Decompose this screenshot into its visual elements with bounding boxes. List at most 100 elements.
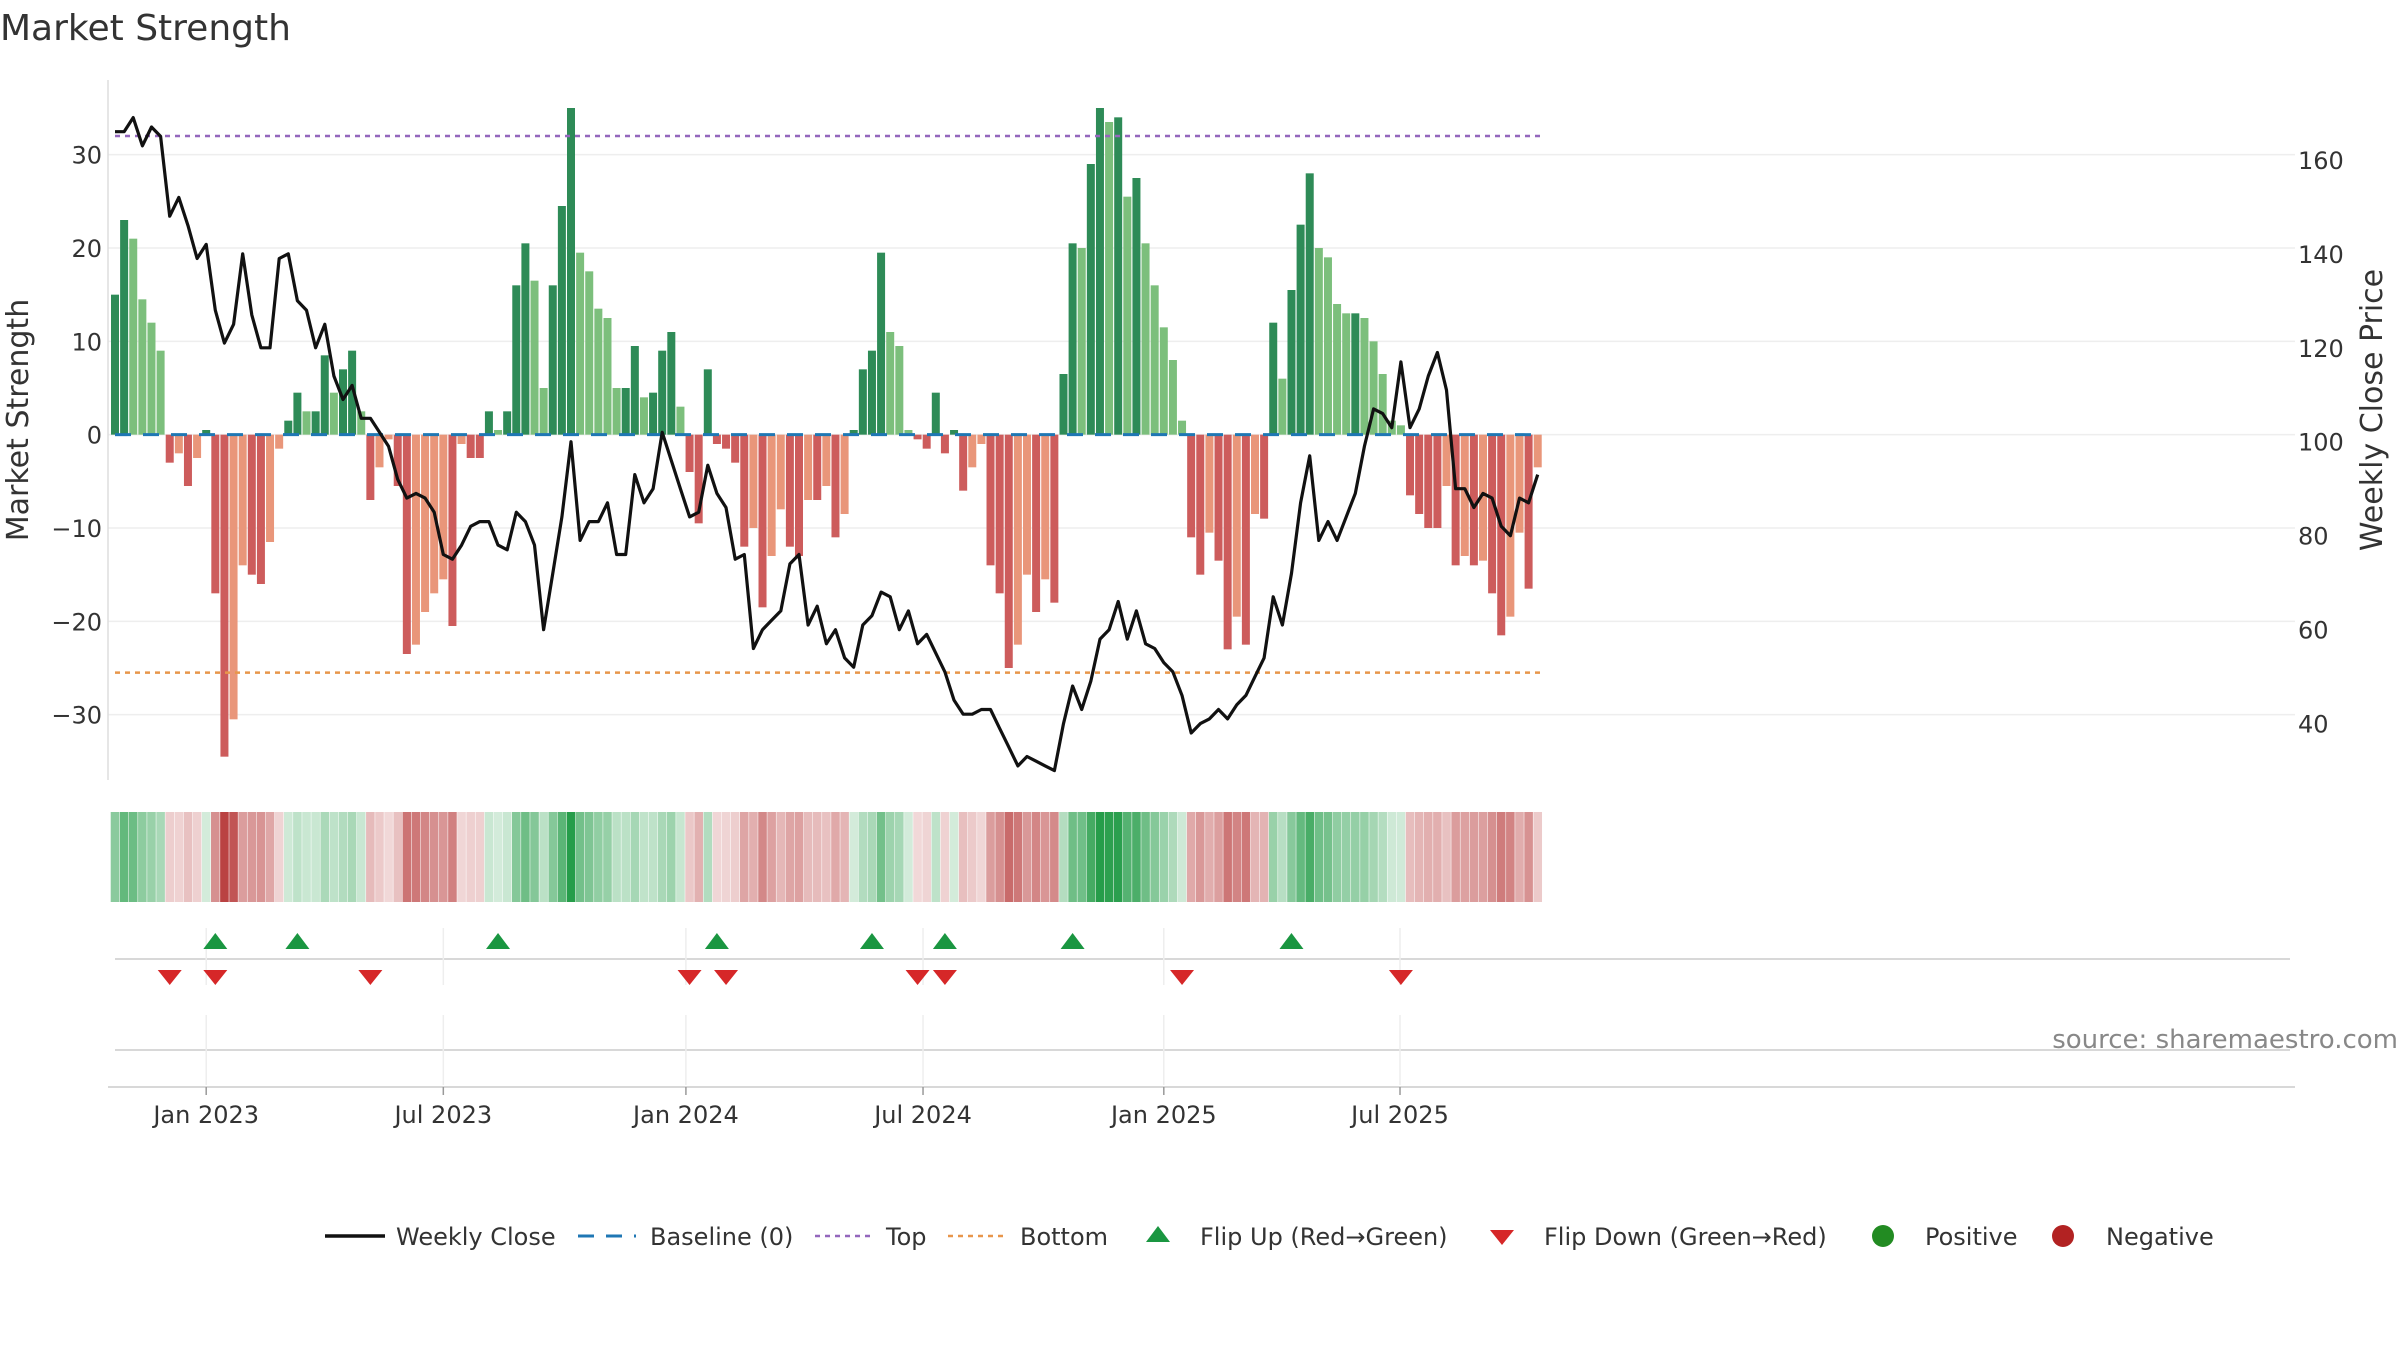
heat-cell — [1205, 812, 1214, 902]
heat-cell — [393, 812, 403, 902]
strength-bar — [795, 434, 803, 556]
weekly-close-line — [115, 115, 1540, 773]
heat-cell — [466, 812, 475, 902]
strength-bar — [1168, 360, 1177, 435]
strength-bar — [1150, 285, 1159, 435]
strength-bar — [1232, 434, 1241, 617]
strength-bar — [1442, 434, 1451, 486]
strength-bar — [311, 411, 320, 435]
strength-bar — [457, 434, 466, 444]
flip-down-icon — [932, 970, 957, 985]
x-tick-label: Jan 2023 — [151, 1101, 259, 1129]
flip-up-icon — [932, 933, 957, 949]
strength-bar — [813, 434, 822, 500]
x-tick-label: Jan 2025 — [1109, 1101, 1217, 1129]
strength-bar — [494, 430, 503, 435]
heat-cell — [1195, 812, 1205, 902]
strength-bar — [804, 434, 813, 500]
heat-cell — [557, 812, 567, 902]
flip-down-icon — [157, 970, 182, 985]
legend-label: Positive — [1925, 1223, 2018, 1251]
strength-bar — [193, 434, 202, 458]
heat-cell — [639, 812, 649, 902]
strength-bar — [1305, 173, 1314, 435]
heat-cell — [375, 812, 384, 902]
heat-cell — [1287, 812, 1296, 902]
flip-up-icon — [704, 933, 729, 949]
strength-bar — [1342, 313, 1351, 435]
strength-bar — [357, 411, 366, 435]
heat-cell — [584, 812, 594, 902]
heat-cell — [1332, 812, 1342, 902]
heat-cell — [147, 812, 156, 902]
heat-cell — [712, 812, 722, 902]
heat-cell — [429, 812, 439, 902]
heat-cell — [594, 812, 603, 902]
heat-cell — [657, 812, 667, 902]
heat-cell — [612, 812, 621, 902]
y-tick-label: 10 — [71, 328, 102, 356]
heat-cell — [1487, 812, 1497, 902]
heat-cell — [138, 812, 147, 902]
strength-bar — [1479, 434, 1487, 561]
flip-down-icon — [1170, 970, 1195, 985]
strength-bar — [694, 434, 703, 524]
heat-cell — [667, 812, 676, 902]
heat-cell — [548, 812, 558, 902]
flip-markers — [115, 928, 2290, 985]
strength-bar — [1241, 434, 1250, 645]
heat-cell — [247, 812, 257, 902]
y2-tick-label: 160 — [2298, 147, 2344, 175]
heat-cell — [475, 812, 485, 902]
strength-bar — [284, 420, 293, 435]
flip-down-icon — [905, 970, 930, 985]
heat-cell — [110, 812, 120, 902]
strength-bar — [1506, 434, 1515, 617]
heat-cell — [904, 812, 913, 902]
heat-cell — [1186, 812, 1196, 902]
strength-bar — [220, 434, 229, 757]
flip-up-icon — [1279, 933, 1304, 949]
strength-bar — [1287, 290, 1296, 435]
heat-cell — [1040, 812, 1050, 902]
strength-bar — [302, 411, 311, 435]
heat-cell — [867, 812, 877, 902]
heat-cell — [320, 812, 330, 902]
heat-cell — [940, 812, 950, 902]
strength-bar — [567, 108, 575, 435]
heat-cell — [1095, 812, 1105, 902]
heat-cell — [1341, 812, 1351, 902]
legend-label: Weekly Close — [396, 1223, 556, 1251]
strength-bar — [1497, 434, 1506, 636]
strength-bar — [484, 411, 493, 435]
heat-cell — [922, 812, 931, 902]
heat-cell — [885, 812, 895, 902]
heat-cell — [1387, 812, 1397, 902]
strength-bar — [421, 434, 430, 612]
heat-cell — [521, 812, 530, 902]
heat-cell — [958, 812, 968, 902]
x-tick-label: Jul 2023 — [392, 1101, 492, 1129]
strength-bar — [266, 434, 275, 542]
heat-cell — [1268, 812, 1278, 902]
heat-cell — [211, 812, 220, 902]
strength-bar — [1314, 248, 1323, 435]
heat-cell — [1241, 812, 1251, 902]
heat-cell — [721, 812, 731, 902]
strength-bar — [202, 430, 211, 435]
heat-cell — [1524, 812, 1533, 902]
heat-cell — [174, 812, 184, 902]
heat-cell — [840, 812, 849, 902]
flip-down-icon — [203, 970, 228, 985]
heat-cell — [420, 812, 430, 902]
heat-cell — [165, 812, 175, 902]
strength-bar — [1223, 434, 1232, 650]
heat-cell — [785, 812, 795, 902]
strength-bar — [1123, 196, 1132, 435]
heat-cell — [913, 812, 922, 902]
legend: Weekly Close Baseline (0) Top Bottom Flip Up… — [325, 1223, 2214, 1251]
heat-cell — [1022, 812, 1032, 902]
strength-bar — [840, 434, 849, 514]
strength-bar — [995, 434, 1004, 594]
strength-bar — [156, 350, 165, 435]
